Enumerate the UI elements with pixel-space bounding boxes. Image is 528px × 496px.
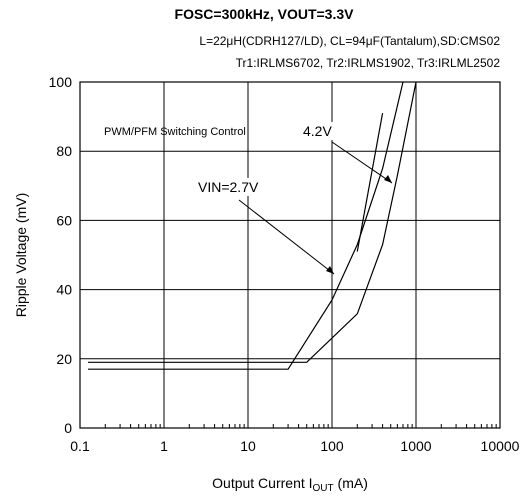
x-tick-label: 0.1 [70,438,90,454]
y-tick-label: 40 [56,282,72,298]
y-tick-label: 60 [56,212,72,228]
conditions-line-1: L=22μH(CDRH127/LD), CL=94μF(Tantalum),SD… [199,34,500,48]
x-tick-label: 10000 [481,438,520,454]
annotation-layer: PWM/PFM Switching Control VIN=2.7V 4.2V [104,122,393,275]
tick-labels: 0.1 1 10 100 1000 10000 0 20 40 60 80 100 [49,74,520,454]
x-tick-label: 10 [240,438,256,454]
series-line-3 [356,113,384,252]
annotation-vin-2.7v: VIN=2.7V [198,179,259,195]
label-background [301,122,339,140]
series-line-2 [88,81,417,363]
conditions-line-2: Tr1:IRLMS6702, Tr2:IRLMS1902, Tr3:IRLML2… [235,56,500,70]
y-tick-label: 20 [56,351,72,367]
series-line-1 [88,81,404,370]
y-tick-label: 0 [64,420,72,436]
y-tick-label: 80 [56,143,72,159]
y-tick-label: 100 [49,74,73,90]
x-tick-label: 100 [320,438,344,454]
x-tick-label: 1 [160,438,168,454]
minor-ticks [104,424,497,428]
arrowhead-4.2v [384,175,392,183]
arrow-vin-2.7v [238,199,335,275]
arrow-4.2v [331,141,393,184]
series-layer [88,81,417,370]
annotation-4.2v: 4.2V [303,123,332,139]
arrowhead-vin-2.7v [326,266,334,274]
x-axis-label: Output Current IOUT (mA) [212,475,368,494]
annotation-pwm-pfm: PWM/PFM Switching Control [104,126,246,138]
grid-lines [80,82,500,428]
plot-frame [79,81,501,429]
y-axis-label: Ripple Voltage (mV) [13,193,29,318]
x-tick-label: 1000 [400,438,431,454]
label-background [198,178,262,196]
chart-title: FOSC=300kHz, VOUT=3.3V [174,6,354,22]
